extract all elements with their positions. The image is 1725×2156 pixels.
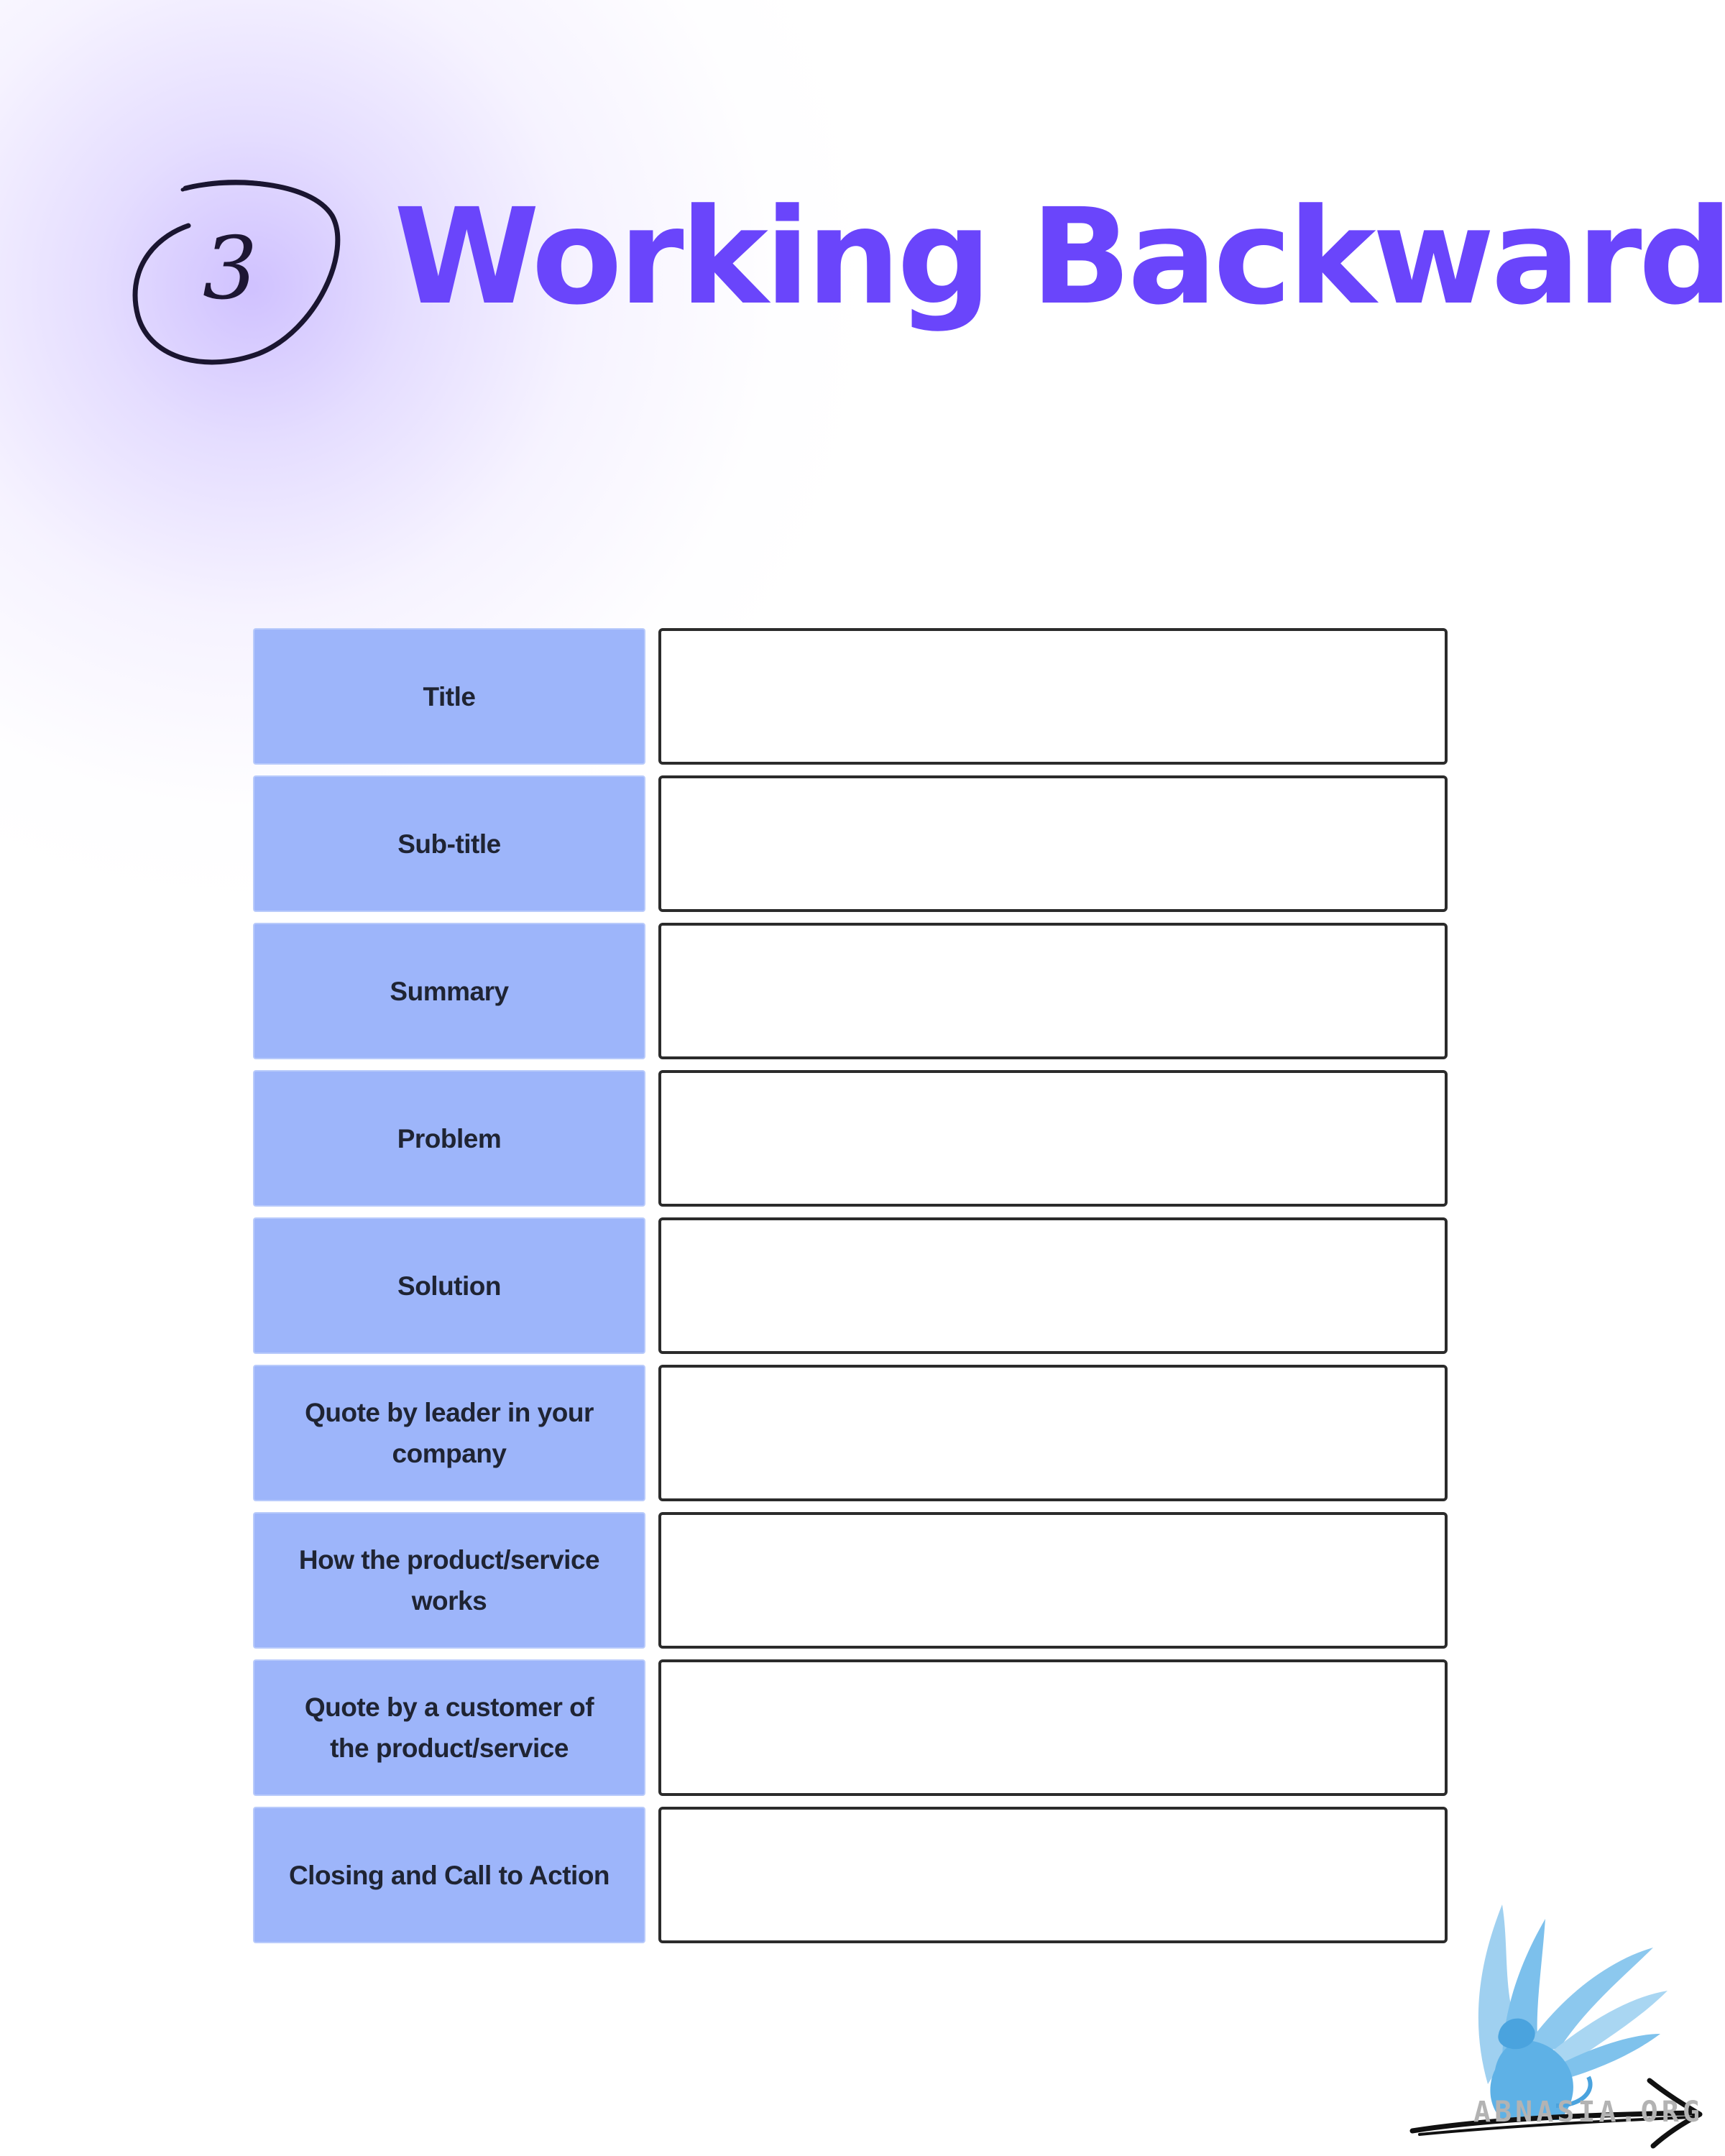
leader-quote-input-box[interactable] bbox=[658, 1365, 1448, 1501]
template-row: Quote by a customer of the product/servi… bbox=[253, 1659, 1448, 1796]
problem-input-box[interactable] bbox=[658, 1070, 1448, 1207]
row-label: Quote by a customer of the product/servi… bbox=[304, 1692, 594, 1763]
template-row: Quote by leader in your company bbox=[253, 1365, 1448, 1501]
press-release-template: Title Sub-title Summary Problem Solution… bbox=[253, 628, 1448, 1954]
template-row: Summary bbox=[253, 923, 1448, 1059]
row-label: Summary bbox=[390, 976, 509, 1006]
row-label-cell: Problem bbox=[253, 1070, 645, 1207]
template-row: Solution bbox=[253, 1217, 1448, 1354]
row-label-cell: Closing and Call to Action bbox=[253, 1807, 645, 1943]
row-label-cell: Sub-title bbox=[253, 775, 645, 912]
template-row: Sub-title bbox=[253, 775, 1448, 912]
row-label-cell: Summary bbox=[253, 923, 645, 1059]
row-label: Solution bbox=[397, 1271, 501, 1301]
closing-input-box[interactable] bbox=[658, 1807, 1448, 1943]
abnasia-logo: ABNASIA.ORG bbox=[1394, 1890, 1725, 2149]
page-title: Working Backwards bbox=[394, 180, 1725, 334]
row-label-cell: Quote by leader in your company bbox=[253, 1365, 645, 1501]
template-row: Problem bbox=[253, 1070, 1448, 1207]
how-it-works-input-box[interactable] bbox=[658, 1512, 1448, 1649]
row-label: Title bbox=[423, 681, 476, 711]
row-label-cell: Title bbox=[253, 628, 645, 765]
title-input-box[interactable] bbox=[658, 628, 1448, 765]
template-row: Closing and Call to Action bbox=[253, 1807, 1448, 1943]
step-number: 3 bbox=[202, 219, 258, 319]
logo-wordmark: ABNASIA.ORG bbox=[1473, 2096, 1703, 2129]
summary-input-box[interactable] bbox=[658, 923, 1448, 1059]
template-row: Title bbox=[253, 628, 1448, 765]
template-row: How the product/service works bbox=[253, 1512, 1448, 1649]
row-label: How the product/service works bbox=[298, 1545, 600, 1616]
solution-input-box[interactable] bbox=[658, 1217, 1448, 1354]
row-label: Problem bbox=[397, 1123, 502, 1153]
row-label-cell: Solution bbox=[253, 1217, 645, 1354]
hand-drawn-circle-icon bbox=[132, 180, 341, 365]
sub-title-input-box[interactable] bbox=[658, 775, 1448, 912]
step-number-badge: 3 bbox=[122, 172, 345, 374]
row-label: Quote by leader in your company bbox=[305, 1398, 594, 1468]
row-label: Sub-title bbox=[397, 829, 501, 859]
winged-griffin-logo-icon bbox=[1409, 1904, 1703, 2149]
row-label-cell: Quote by a customer of the product/servi… bbox=[253, 1659, 645, 1796]
customer-quote-input-box[interactable] bbox=[658, 1659, 1448, 1796]
row-label: Closing and Call to Action bbox=[288, 1860, 610, 1890]
row-label-cell: How the product/service works bbox=[253, 1512, 645, 1649]
